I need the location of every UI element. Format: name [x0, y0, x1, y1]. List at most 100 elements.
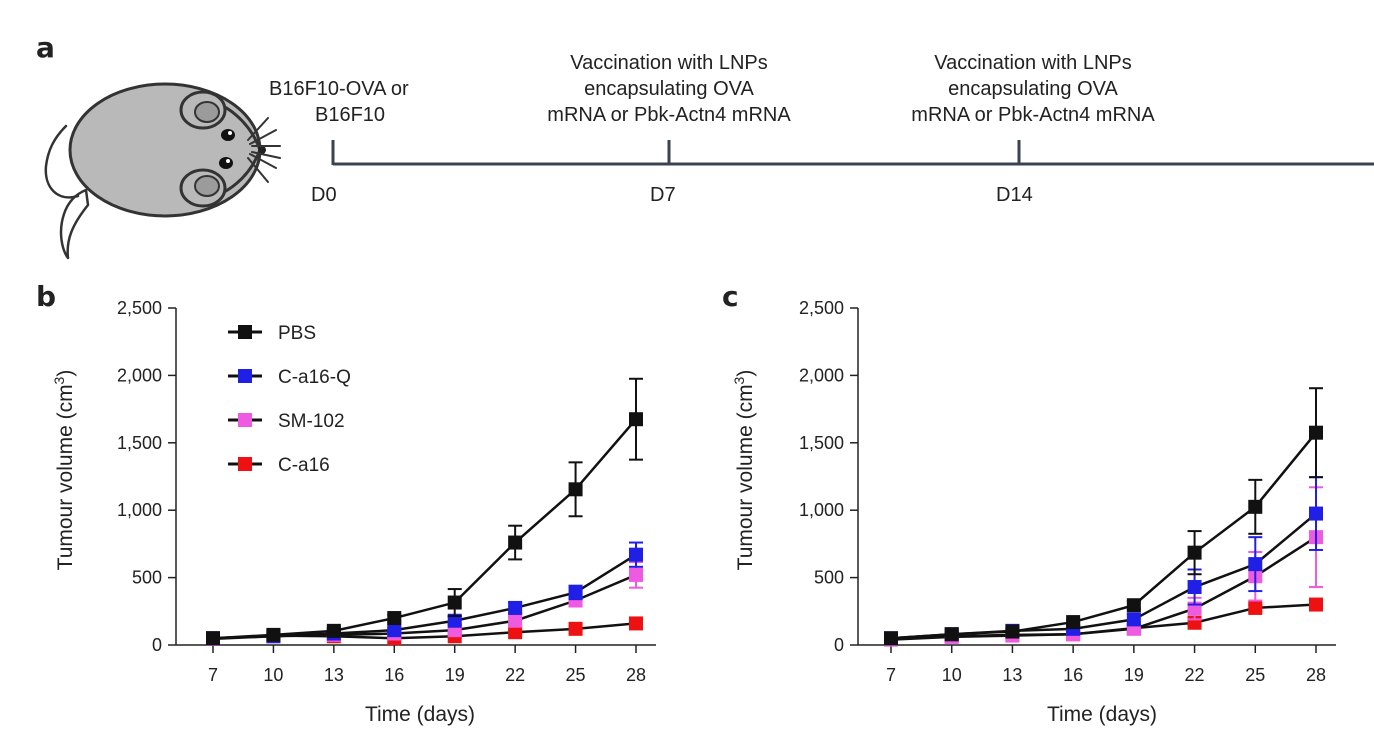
- data-point-c-a16-q: [447, 613, 462, 628]
- x-tick-label: 16: [384, 665, 404, 685]
- timeline-event-d7-line3: mRNA or Pbk-Actn4 mRNA: [547, 104, 791, 126]
- data-point-c-a16: [629, 616, 643, 631]
- panel-letter-b: b: [36, 280, 56, 313]
- series-line-pbs: [890, 431, 1317, 640]
- timeline: D0 D7 D14 B16F10-OVA or B16F10 Vaccinati…: [269, 52, 1374, 206]
- data-point-c-a16: [1248, 600, 1263, 615]
- data-point-pbs: [629, 412, 643, 427]
- data-point-c-a16-q: [1248, 557, 1263, 572]
- x-tick-label: 7: [208, 665, 218, 685]
- data-point-pbs: [1248, 499, 1263, 514]
- x-tick-label: 16: [1063, 665, 1083, 685]
- data-point-pbs: [206, 631, 220, 646]
- x-tick-label: 25: [566, 665, 586, 685]
- y-tick-label: 500: [814, 568, 844, 588]
- data-point-pbs: [944, 627, 959, 642]
- legend-item-sm-102: SM-102: [228, 411, 345, 432]
- legend-label-pbs: PBS: [278, 323, 316, 344]
- x-axis-title: Time (days): [365, 703, 475, 726]
- data-point-pbs: [447, 595, 462, 610]
- data-point-sm-102: [508, 613, 523, 628]
- legend-label-sm-102: SM-102: [278, 411, 345, 432]
- series-line-pbs: [212, 418, 637, 640]
- timeline-event-d7-line1: Vaccination with LNPs: [570, 52, 768, 74]
- timeline-event-d7-line2: encapsulating OVA: [584, 78, 754, 100]
- data-point-pbs: [326, 623, 341, 638]
- x-tick-label: 22: [1185, 665, 1205, 685]
- y-tick-label: 1,000: [799, 500, 844, 520]
- y-tick-label: 500: [132, 568, 162, 588]
- data-point-pbs: [266, 627, 281, 642]
- x-tick-label: 22: [505, 665, 525, 685]
- y-tick-label: 0: [834, 635, 844, 655]
- timeline-event-d0-line2: B16F10: [315, 104, 385, 126]
- data-point-pbs: [1066, 615, 1081, 630]
- panel-letter-a: a: [36, 31, 55, 64]
- y-tick-label: 2,000: [799, 365, 844, 385]
- x-tick-label: 19: [1124, 665, 1144, 685]
- x-tick-label: 13: [1002, 665, 1022, 685]
- data-point-c-a16: [508, 625, 523, 640]
- x-tick-label: 10: [263, 665, 283, 685]
- data-point-c-a16-q: [1309, 506, 1323, 521]
- timeline-event-d14-line2: encapsulating OVA: [948, 78, 1118, 100]
- timeline-event-d14-line1: Vaccination with LNPs: [934, 52, 1132, 74]
- data-point-c-a16-q: [508, 600, 523, 615]
- data-point-sm-102: [629, 567, 643, 582]
- legend-label-c-a16-q: C-a16-Q: [278, 367, 351, 388]
- legend-item-pbs: PBS: [228, 323, 316, 344]
- y-tick-label: 0: [152, 635, 162, 655]
- x-tick-label: 7: [886, 665, 896, 685]
- legend-item-c-a16-q: C-a16-Q: [228, 367, 351, 388]
- legend-label-c-a16: C-a16: [278, 455, 330, 476]
- data-point-pbs: [1187, 545, 1202, 560]
- y-axis-title: Tumour volume (cm3): [51, 370, 77, 571]
- x-axis-title: Time (days): [1047, 703, 1157, 726]
- legend-marker-pbs: [238, 325, 252, 339]
- y-tick-label: 1,500: [799, 433, 844, 453]
- timeline-event-d0-line1: B16F10-OVA or: [269, 78, 409, 100]
- data-point-pbs: [884, 631, 898, 646]
- x-tick-label: 19: [445, 665, 465, 685]
- y-tick-label: 2,000: [117, 365, 162, 385]
- timeline-day-d14: D14: [996, 184, 1033, 206]
- legend-marker-c-a16: [238, 457, 252, 471]
- y-axis-title: Tumour volume (cm3): [731, 370, 757, 571]
- x-tick-label: 13: [324, 665, 344, 685]
- data-point-c-a16-q: [568, 585, 583, 600]
- data-point-pbs: [1126, 598, 1141, 613]
- data-point-pbs: [1309, 425, 1323, 440]
- data-point-c-a16: [1309, 597, 1323, 612]
- x-tick-label: 28: [626, 665, 646, 685]
- panel-letter-c: c: [722, 280, 739, 313]
- x-tick-label: 25: [1245, 665, 1265, 685]
- data-point-c-a16-q: [1126, 612, 1141, 627]
- series-line-c-a16-q: [212, 553, 637, 640]
- legend-item-c-a16: C-a16: [228, 455, 330, 476]
- x-tick-label: 28: [1306, 665, 1326, 685]
- y-tick-label: 1,500: [117, 433, 162, 453]
- timeline-event-d14-line3: mRNA or Pbk-Actn4 mRNA: [911, 104, 1155, 126]
- mouse-icon: [44, 82, 281, 260]
- y-tick-label: 1,000: [117, 500, 162, 520]
- data-point-pbs: [568, 482, 583, 497]
- legend: PBS C-a16-Q SM-102 C-a16: [228, 323, 351, 476]
- legend-marker-c-a16-q: [238, 369, 252, 383]
- timeline-day-d0: D0: [311, 184, 337, 206]
- data-point-c-a16: [568, 621, 583, 636]
- timeline-day-d7: D7: [650, 184, 676, 206]
- data-point-c-a16-q: [387, 623, 402, 638]
- y-tick-label: 2,500: [799, 298, 844, 318]
- x-tick-label: 10: [942, 665, 962, 685]
- legend-marker-sm-102: [238, 413, 252, 427]
- data-point-c-a16-q: [1187, 580, 1202, 595]
- chart-panel-b: 0 500 1,000 1,500 2,000 2,500 7 10 13 16 19 22 25 28 T…: [51, 298, 656, 726]
- data-point-c-a16-q: [629, 547, 643, 562]
- data-point-pbs: [387, 611, 402, 626]
- data-point-pbs: [508, 535, 523, 550]
- chart-panel-c: 0 500 1,000 1,500 2,000 2,500 7 10 13 16 19 22 25 28 T…: [731, 298, 1336, 726]
- series-line-sm-102: [890, 536, 1317, 641]
- y-tick-label: 2,500: [117, 298, 162, 318]
- data-point-pbs: [1005, 624, 1020, 639]
